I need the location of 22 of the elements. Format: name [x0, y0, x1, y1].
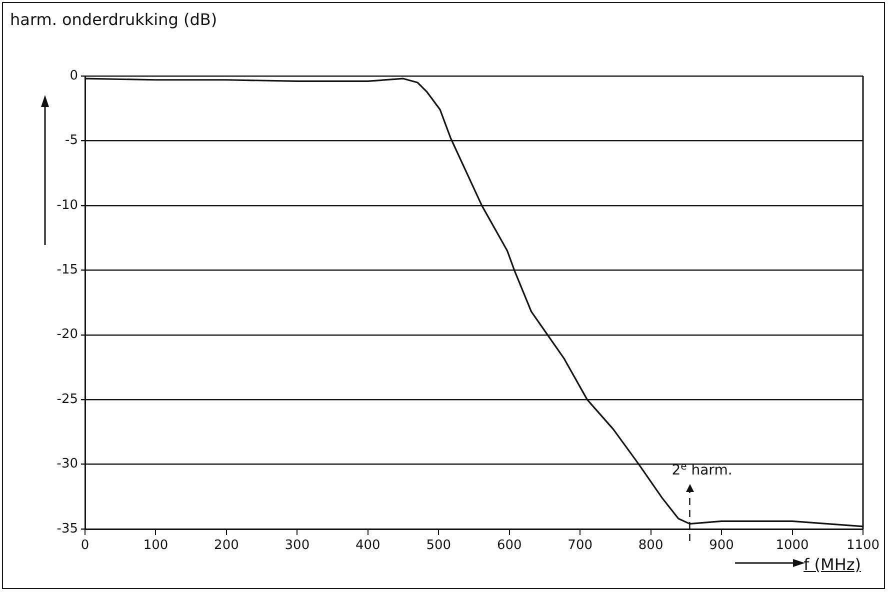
x-axis-title: f (MHz) [804, 555, 861, 574]
y-tick-label: -20 [56, 327, 78, 342]
x-tick-label: 500 [426, 538, 452, 554]
y-tick-label: -30 [56, 456, 78, 472]
x-tick-label: 400 [355, 538, 380, 554]
y-tick-label: -25 [56, 392, 78, 407]
x-tick-label: 200 [214, 538, 239, 554]
x-tick-label: 100 [143, 538, 168, 554]
y-axis-title: harm. onderdrukking (dB) [10, 10, 218, 29]
y-tick-label: 0 [70, 68, 78, 84]
x-tick-label: 800 [638, 538, 664, 554]
y-tick-label: -10 [56, 198, 78, 213]
x-tick-label: 1100 [846, 538, 880, 554]
y-tick-label: -15 [56, 262, 78, 278]
y-tick-label: -5 [65, 133, 78, 148]
y-tick-label: -35 [56, 521, 78, 536]
x-tick-label: 600 [496, 538, 522, 554]
x-tick-label: 300 [284, 538, 310, 554]
x-tick-label: 1000 [776, 538, 809, 554]
x-tick-label: 900 [709, 538, 734, 554]
x-tick-label: 0 [80, 538, 90, 554]
x-tick-label: 700 [568, 538, 593, 554]
